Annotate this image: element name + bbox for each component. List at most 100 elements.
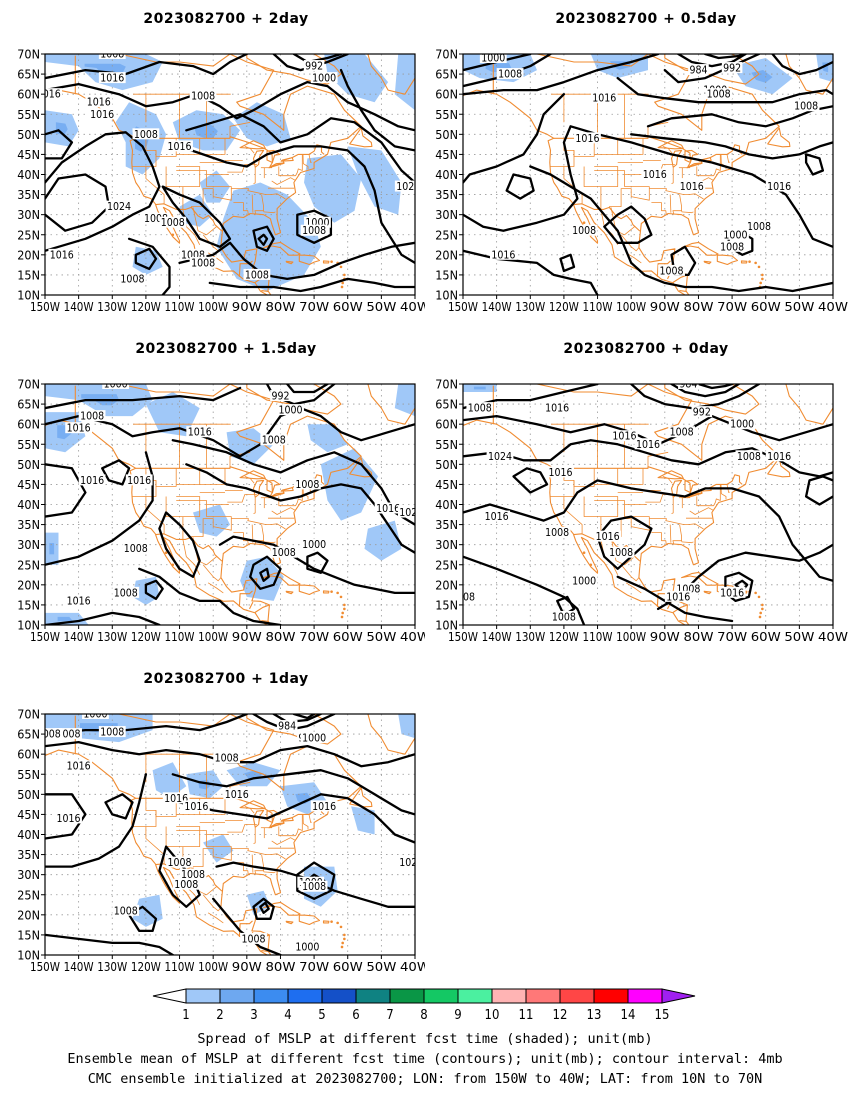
lon-label: 80W <box>683 299 713 314</box>
coastline <box>681 241 719 256</box>
lat-label: 20N <box>17 577 40 592</box>
map-panel-0.5day: 1000100898499210001008101610081016101610… <box>435 47 848 315</box>
contour-label: 1008 <box>451 591 475 603</box>
lon-label: 140W <box>482 629 512 644</box>
spread-shade-area <box>179 194 214 227</box>
lon-label: 120W <box>131 959 161 974</box>
mslp-contour <box>603 205 653 244</box>
contour-label: 1008 <box>737 451 761 463</box>
contour-label-bg <box>98 54 126 59</box>
lat-label: 45N <box>435 477 458 492</box>
lon-label: 110W <box>165 299 195 314</box>
coastline <box>703 260 712 265</box>
state-border <box>583 496 602 540</box>
mslp-contour <box>45 933 174 955</box>
lat-label: 20N <box>17 247 40 262</box>
contour-label-bg <box>722 228 749 240</box>
lat-label: 60N <box>17 417 40 432</box>
colorbar-swatch <box>491 988 527 1004</box>
contour-label: 1008 <box>57 729 81 741</box>
contour-label-bg <box>277 404 304 416</box>
state-border <box>176 830 207 847</box>
contour-label: 1000 <box>104 379 128 391</box>
state-border <box>609 186 650 207</box>
island <box>748 260 751 263</box>
colorbar-tick-label: 7 <box>386 1008 393 1023</box>
contour-label-bg <box>664 590 692 602</box>
mslp-contour <box>616 575 734 623</box>
panel-title-1.5day: 2023082700 + 1.5day <box>135 341 317 357</box>
lat-label: 15N <box>435 267 458 282</box>
colorbar-swatch <box>559 988 595 1004</box>
contour-label-bg <box>270 546 298 558</box>
contour-label: 016 <box>43 89 61 101</box>
state-border <box>176 166 201 187</box>
coastline <box>322 920 330 924</box>
caption-line-1: Spread of MSLP at different fcst time (s… <box>197 1031 653 1047</box>
country-border <box>238 590 253 607</box>
state-border <box>244 146 255 154</box>
contour-label: 992 <box>723 63 741 75</box>
lat-label: 60N <box>17 747 40 762</box>
lon-label: 110W <box>165 959 195 974</box>
contour-label-bg <box>300 880 328 892</box>
state-border <box>182 539 201 575</box>
island <box>757 595 761 599</box>
lon-label: 130W <box>515 299 545 314</box>
mslp-contour <box>178 241 415 281</box>
lon-label: 40W <box>818 299 848 314</box>
contour-label-bg <box>240 932 267 944</box>
contour-label-bg <box>293 478 321 490</box>
lat-label: 15N <box>17 927 40 942</box>
lon-label: 100W <box>198 629 228 644</box>
coastline <box>246 714 342 745</box>
contour-label: 1008 <box>191 257 215 269</box>
mslp-contour <box>272 54 349 72</box>
contour-label: 1016 <box>100 73 124 85</box>
mslp-contour <box>463 414 833 446</box>
contour-label-bg <box>65 594 93 606</box>
mslp-contour <box>252 897 275 920</box>
state-border <box>671 497 674 515</box>
state-border <box>308 154 312 163</box>
state-border <box>271 177 296 185</box>
country-border <box>679 620 687 622</box>
mslp-contour <box>178 793 415 844</box>
lon-label: 80W <box>265 959 295 974</box>
colorbar-tick-label: 10 <box>485 1008 500 1023</box>
panel-title-0day: 2023082700 + 0day <box>563 341 729 357</box>
contour-label-bg <box>85 96 113 108</box>
lon-label: 90W <box>232 629 262 644</box>
lat-label: 70N <box>17 707 40 722</box>
contour-label-bg <box>189 256 217 268</box>
lat-label: 10N <box>17 618 40 633</box>
mslp-contour <box>512 467 549 494</box>
island <box>164 551 168 554</box>
contour-label-bg <box>483 510 511 522</box>
state-border <box>231 848 286 860</box>
mslp-contour <box>252 225 275 252</box>
lon-label: 70W <box>299 959 329 974</box>
mslp-contour <box>101 459 131 486</box>
lat-label: 20N <box>435 577 458 592</box>
contour-label-bg <box>186 426 214 438</box>
contour-label: 1008 <box>100 727 124 739</box>
colorbar-swatch <box>627 988 663 1004</box>
state-border <box>251 854 254 873</box>
mslp-contour <box>45 773 148 868</box>
state-border <box>672 194 682 214</box>
state-border <box>583 166 602 210</box>
contour-label: 1024 <box>488 451 512 463</box>
contour-label: 1008 <box>747 221 771 233</box>
island <box>759 611 762 615</box>
island <box>171 563 175 567</box>
contour-label-bg <box>590 92 618 104</box>
lon-label: 150W <box>448 629 478 644</box>
colorbar-swatch <box>287 988 323 1004</box>
contour-label: 1008 <box>609 547 633 559</box>
spread-shade-core <box>49 543 55 555</box>
lake-outline <box>252 149 265 168</box>
state-border <box>207 582 224 594</box>
lat-label: 40N <box>17 827 40 842</box>
